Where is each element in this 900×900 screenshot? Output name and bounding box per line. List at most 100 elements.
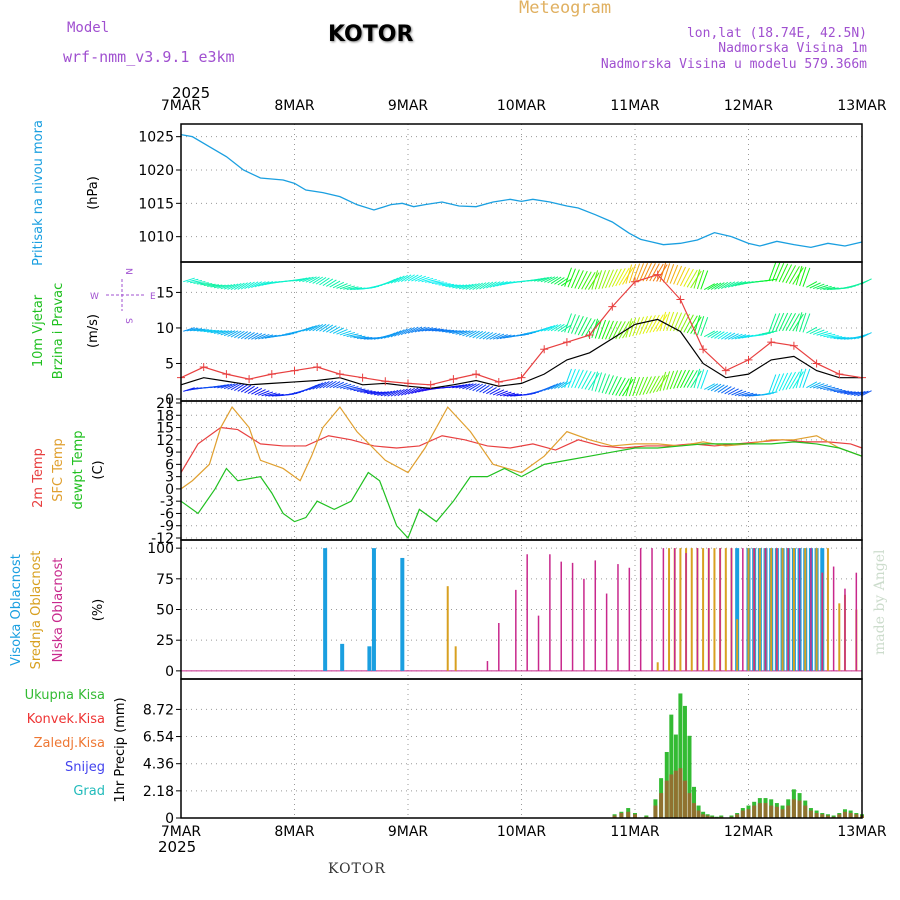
- wind-arrow: [203, 283, 216, 287]
- cloud-bar-low: [594, 560, 597, 671]
- wind-arrow: [186, 278, 199, 283]
- wind-arrow: [792, 267, 804, 285]
- wind-arrow: [833, 389, 846, 393]
- cloud-bar-high: [340, 643, 345, 671]
- wind-speed-line: [180, 318, 862, 389]
- wind-arrow: [635, 316, 645, 336]
- wind-arrow: [492, 389, 505, 396]
- wind-arrow: [819, 385, 832, 390]
- wind-arrow: [326, 325, 337, 333]
- cloud-ylabel3: Niska Oblacnost: [51, 558, 66, 663]
- precip-conv-bar: [848, 813, 853, 818]
- precip-conv-bar: [659, 793, 664, 818]
- precip-conv-bar: [757, 803, 762, 818]
- wind-arrow: [319, 381, 330, 389]
- wind-arrow: [601, 320, 610, 340]
- wind-arrow: [662, 263, 671, 283]
- cloud-bar-mid: [702, 548, 705, 671]
- precip-conv-bar: [746, 809, 751, 818]
- precip-conv-bar: [814, 813, 819, 818]
- precip-conv-bar: [701, 814, 706, 818]
- wind-arrow: [322, 324, 334, 333]
- wind-arrow: [649, 314, 660, 333]
- wind-arrow: [496, 390, 508, 396]
- cloud-bar-low: [810, 548, 812, 671]
- wind-arrow: [455, 284, 468, 289]
- wind-arrow: [714, 282, 725, 290]
- wind-arrow: [329, 381, 341, 389]
- wind-arrow: [823, 286, 836, 291]
- compass-cross: [106, 279, 144, 311]
- wind-arrow: [448, 330, 461, 334]
- wind-arrow: [298, 276, 311, 282]
- date-tick-top-10mar: 10MAR: [497, 98, 546, 114]
- wind-arrow: [268, 393, 281, 397]
- wind-arrow: [193, 328, 206, 332]
- cloud-bar-low: [617, 564, 619, 671]
- precip-conv-bar: [612, 815, 617, 818]
- wind-arrow: [418, 276, 430, 282]
- precip-conv-bar: [854, 814, 859, 818]
- wind-arrow: [771, 313, 781, 333]
- wind-arrow: [486, 332, 497, 340]
- cloud-bar-low: [787, 548, 789, 671]
- cloud-bar-low: [753, 548, 755, 671]
- wind-arrow: [679, 267, 690, 287]
- date-tick-bottom-9mar: 9MAR: [388, 824, 429, 840]
- wind-arrow: [771, 262, 781, 282]
- wind-arrow: [652, 263, 664, 282]
- wind-arrow: [346, 386, 359, 390]
- cloud-bar-low: [515, 589, 517, 671]
- wind-arrow: [452, 330, 465, 335]
- wind-arrow: [557, 324, 569, 332]
- precip-conv-bar: [740, 810, 745, 818]
- wind-ytick-label: 0: [165, 392, 174, 408]
- wind-arrow: [802, 313, 811, 333]
- wind-arrow: [346, 333, 359, 337]
- clouds-ytick-label: 25: [156, 633, 174, 649]
- wind-arrow: [431, 328, 444, 332]
- wind-arrow: [598, 270, 607, 290]
- wind-arrow: [356, 336, 369, 339]
- wind-arrow: [312, 323, 324, 332]
- wind-arrow: [720, 332, 732, 340]
- wind-arrow: [652, 314, 664, 333]
- wind-arrow: [738, 391, 750, 397]
- wind-arrow: [183, 327, 195, 332]
- wind-arrow: [714, 331, 725, 339]
- pressure-ytick-label: 1020: [138, 163, 174, 179]
- precip-conv-bar: [687, 793, 692, 818]
- wind-arrow: [533, 277, 546, 282]
- wind-arrow: [639, 316, 648, 335]
- wind-gust-marker: [562, 338, 571, 347]
- wind-arrow: [782, 312, 793, 332]
- precip-total-bar: [692, 786, 697, 818]
- wind-arrow: [710, 282, 722, 290]
- wind-arrow: [591, 270, 599, 290]
- wind-arrow: [686, 370, 698, 388]
- wind-arrow: [217, 384, 229, 389]
- wind-arrow: [377, 391, 389, 396]
- wind-arrow: [765, 330, 778, 334]
- wind-arrow: [302, 276, 314, 283]
- wind-arrow: [806, 381, 818, 389]
- wind-arrow: [731, 333, 743, 340]
- wind-arrow: [207, 330, 220, 333]
- precip-conv-bar: [786, 805, 791, 818]
- wind-arrow: [264, 392, 277, 397]
- model-label: Model: [67, 20, 110, 36]
- precip-conv-bar: [803, 805, 808, 818]
- wind-gust-marker: [404, 379, 412, 388]
- wind-arrow: [598, 319, 607, 340]
- wind-arrow: [669, 312, 679, 332]
- precip-conv-bar: [780, 809, 785, 818]
- wind-arrow: [462, 283, 474, 290]
- wind-arrow: [700, 270, 709, 290]
- wind-arrow: [411, 274, 423, 282]
- wind-arrow: [669, 370, 679, 390]
- cloud-bar-low: [651, 548, 653, 671]
- temperature-ytick-label: 0: [165, 482, 174, 498]
- wind-arrow: [380, 390, 393, 397]
- wind-arrow: [257, 333, 270, 340]
- wind-arrow: [788, 266, 800, 284]
